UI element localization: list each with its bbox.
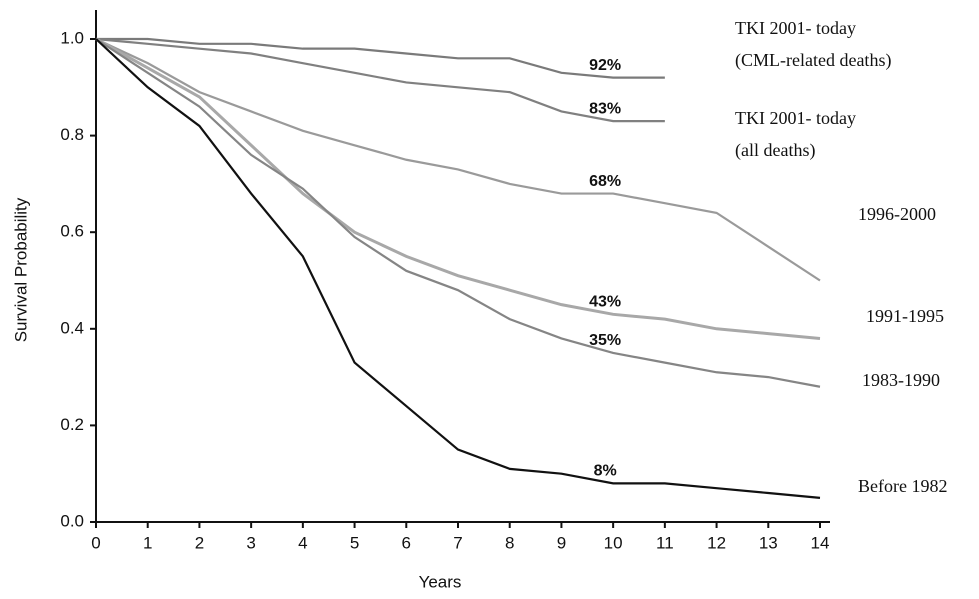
y-tick-label: 0.2 bbox=[60, 415, 84, 434]
x-tick-label: 3 bbox=[246, 533, 255, 552]
value-label: 35% bbox=[589, 332, 621, 349]
x-tick-label: 8 bbox=[505, 533, 514, 552]
series-line bbox=[95, 37, 665, 123]
y-tick-label: 1.0 bbox=[60, 28, 84, 47]
series-line bbox=[95, 38, 821, 282]
x-axis-label: Years bbox=[419, 572, 462, 591]
y-tick-label: 0.0 bbox=[60, 511, 84, 530]
y-tick-label: 0.4 bbox=[60, 318, 84, 337]
legend-label: TKI 2001- today bbox=[735, 108, 856, 128]
y-axis-label: Survival Probability bbox=[11, 197, 30, 342]
x-tick-label: 13 bbox=[759, 533, 778, 552]
x-tick-label: 10 bbox=[604, 533, 623, 552]
x-tick-label: 5 bbox=[350, 533, 359, 552]
legend-label: Before 1982 bbox=[858, 476, 947, 496]
value-label: 43% bbox=[589, 294, 621, 311]
value-label: 83% bbox=[589, 100, 621, 117]
x-tick-label: 11 bbox=[656, 533, 674, 552]
y-tick-label: 0.8 bbox=[60, 125, 84, 144]
series-line bbox=[95, 37, 821, 340]
x-tick-label: 12 bbox=[707, 533, 726, 552]
series-line bbox=[95, 38, 821, 388]
series-line bbox=[96, 37, 665, 79]
value-label: 92% bbox=[589, 57, 621, 74]
legend-label: 1983-1990 bbox=[862, 370, 940, 390]
x-tick-label: 6 bbox=[402, 533, 411, 552]
legend-label: TKI 2001- today bbox=[735, 18, 856, 38]
value-label: 68% bbox=[589, 173, 621, 190]
legend-note: (all deaths) bbox=[735, 140, 815, 161]
x-tick-label: 2 bbox=[195, 533, 204, 552]
x-tick-label: 14 bbox=[811, 533, 830, 552]
x-tick-label: 9 bbox=[557, 533, 566, 552]
legend-note: (CML-related deaths) bbox=[735, 50, 891, 71]
x-tick-label: 4 bbox=[298, 533, 307, 552]
value-label: 8% bbox=[594, 463, 617, 480]
x-tick-label: 1 bbox=[143, 533, 152, 552]
series-line bbox=[95, 38, 821, 499]
legend-label: 1991-1995 bbox=[866, 306, 944, 326]
x-tick-label: 7 bbox=[453, 533, 462, 552]
legend-label: 1996-2000 bbox=[858, 204, 936, 224]
y-tick-label: 0.6 bbox=[60, 222, 84, 241]
x-tick-label: 0 bbox=[91, 533, 100, 552]
